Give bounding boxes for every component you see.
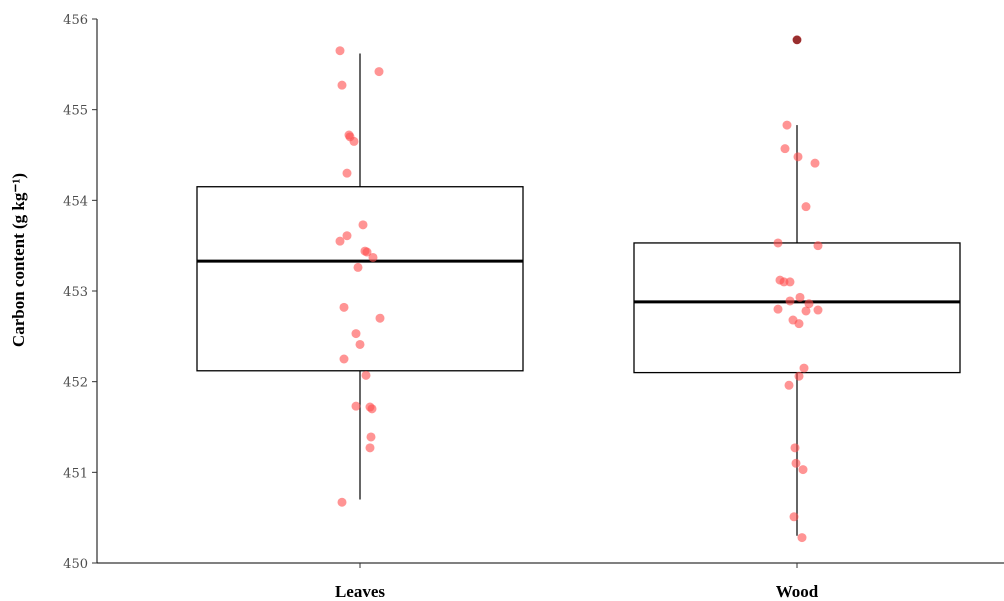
data-point-leaves <box>358 220 368 230</box>
boxes <box>196 35 961 536</box>
y-tick-label: 455 <box>63 104 88 119</box>
data-point-leaves <box>339 302 349 312</box>
data-point-wood <box>799 363 809 373</box>
y-tick-label: 454 <box>63 194 88 209</box>
data-point-leaves <box>361 370 371 380</box>
y-tick-label: 451 <box>63 466 88 481</box>
data-point-wood <box>773 238 783 248</box>
data-point-leaves <box>374 67 384 77</box>
data-point-wood <box>791 458 801 468</box>
data-point-leaves <box>351 401 361 411</box>
data-point-wood <box>813 241 823 251</box>
data-point-wood <box>797 533 807 543</box>
data-point-wood <box>785 277 795 287</box>
x-tick-label-wood: Wood <box>776 582 819 601</box>
data-point-wood <box>801 202 811 212</box>
data-point-wood <box>773 304 783 314</box>
data-point-leaves <box>375 313 385 323</box>
data-point-wood <box>792 35 802 45</box>
iqr-box <box>633 242 961 374</box>
y-axis-title: Carbon content (g kg⁻¹) <box>9 173 28 347</box>
data-point-wood <box>795 292 805 302</box>
data-point-leaves <box>349 136 359 146</box>
y-tick-label: 452 <box>63 376 88 391</box>
data-point-wood <box>804 299 814 309</box>
y-tick-label: 456 <box>63 13 88 28</box>
data-point-wood <box>789 512 799 522</box>
data-point-leaves <box>368 252 378 262</box>
iqr-box <box>196 186 524 372</box>
data-point-leaves <box>342 231 352 241</box>
data-point-wood <box>780 144 790 154</box>
x-axis: Leaves Wood <box>97 562 1004 601</box>
data-point-wood <box>784 380 794 390</box>
data-point-wood <box>782 120 792 130</box>
data-point-leaves <box>365 443 375 453</box>
data-point-wood <box>793 152 803 162</box>
data-point-leaves <box>342 168 352 178</box>
data-point-wood <box>794 371 804 381</box>
data-point-leaves <box>337 497 347 507</box>
data-point-leaves <box>353 262 363 272</box>
data-point-wood <box>785 296 795 306</box>
data-point-leaves <box>351 329 361 339</box>
data-point-leaves <box>344 130 354 140</box>
y-tick-label: 453 <box>63 285 88 300</box>
data-point-wood <box>798 465 808 475</box>
data-point-wood <box>790 443 800 453</box>
y-axis: 450 451 452 453 454 455 456 <box>63 13 98 572</box>
data-point-wood <box>794 319 804 329</box>
data-point-leaves <box>335 236 345 246</box>
x-tick-label-leaves: Leaves <box>335 582 385 601</box>
data-point-leaves <box>360 246 370 256</box>
box-leaves <box>196 53 524 500</box>
data-point-leaves <box>335 46 345 56</box>
data-point-leaves <box>355 339 365 349</box>
y-tick-label: 450 <box>63 557 88 572</box>
data-point-leaves <box>339 354 349 364</box>
points <box>335 35 823 543</box>
data-point-wood <box>813 305 823 315</box>
data-point-wood <box>810 158 820 168</box>
data-point-leaves <box>337 80 347 90</box>
data-point-leaves <box>365 402 375 412</box>
data-point-leaves <box>366 432 376 442</box>
data-point-wood <box>801 306 811 316</box>
